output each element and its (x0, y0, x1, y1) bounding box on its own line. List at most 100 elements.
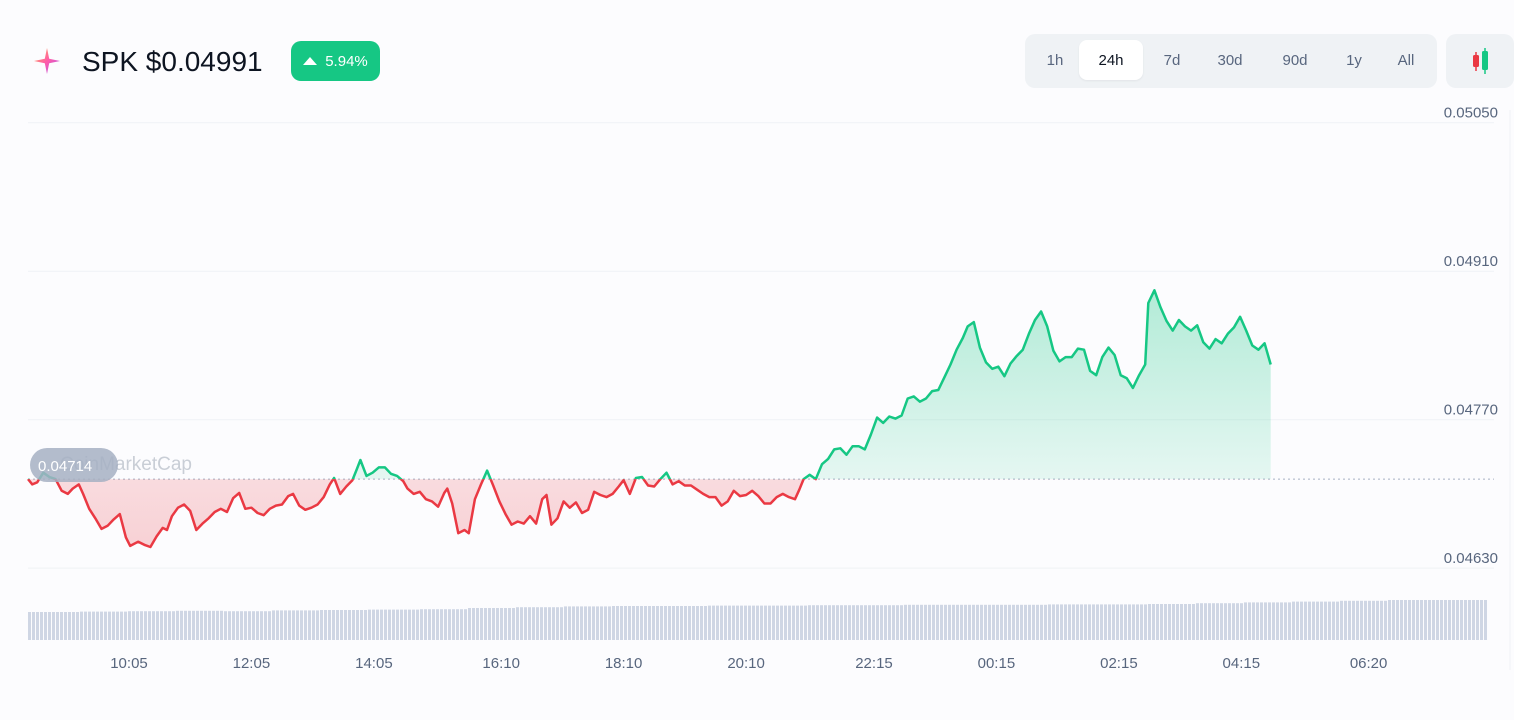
volume-bar (448, 609, 451, 640)
volume-bar (292, 610, 295, 640)
volume-bar (104, 611, 107, 640)
volume-bar (452, 609, 455, 640)
volume-bar (112, 611, 115, 640)
volume-bar (664, 606, 667, 640)
price-change-value: 5.94% (325, 52, 368, 70)
volume-bar (224, 611, 227, 640)
volume-bar (216, 610, 219, 640)
volume-bar (632, 606, 635, 640)
range-30d-button[interactable]: 30d (1217, 51, 1243, 69)
volume-bar (656, 606, 659, 640)
x-tick-label: 16:10 (482, 655, 520, 672)
range-90d-button[interactable]: 90d (1282, 51, 1308, 69)
range-all-button[interactable]: All (1397, 51, 1415, 69)
volume-bar (60, 612, 63, 640)
volume-bar (936, 604, 939, 640)
volume-bar (576, 606, 579, 640)
range-1h-button[interactable]: 1h (1046, 51, 1064, 69)
volume-bar (172, 611, 175, 640)
volume-bar (308, 610, 311, 640)
volume-bar (1140, 604, 1143, 640)
volume-bar (120, 611, 123, 640)
volume-bar (464, 609, 467, 640)
volume-bar (1300, 601, 1303, 640)
volume-bar (1108, 604, 1111, 640)
volume-bar (816, 605, 819, 640)
volume-bar (648, 606, 651, 640)
volume-bar (404, 609, 407, 640)
volume-bar (992, 604, 995, 640)
volume-bar (492, 608, 495, 640)
volume-bar (956, 604, 959, 640)
volume-bar (800, 605, 803, 640)
volume-bar (408, 609, 411, 640)
volume-bar (396, 609, 399, 640)
volume-bar (336, 610, 339, 640)
range-7d-button[interactable]: 7d (1163, 51, 1181, 69)
volume-bar (1440, 600, 1443, 640)
volume-bar (192, 610, 195, 640)
volume-bar (724, 605, 727, 640)
volume-bar (624, 606, 627, 640)
volume-bar (152, 611, 155, 640)
volume-bar (256, 611, 259, 640)
x-axis-labels: 10:05 12:05 14:05 16:10 18:10 20:10 22:15 00:15… (110, 655, 1387, 672)
volume-bar (880, 605, 883, 640)
volume-bar (520, 607, 523, 640)
volume-bar (76, 612, 79, 640)
volume-bar (1340, 600, 1343, 640)
volume-bar (348, 610, 351, 640)
x-tick-label: 12:05 (233, 655, 271, 672)
volume-bar (868, 605, 871, 640)
volume-bar (1116, 604, 1119, 640)
volume-bar (124, 611, 127, 640)
volume-bar (168, 611, 171, 640)
volume-bar (64, 612, 67, 640)
volume-bar (612, 606, 615, 640)
volume-bar (1196, 603, 1199, 640)
volume-bar (1472, 600, 1475, 640)
volume-bar (620, 606, 623, 640)
x-tick-label: 04:15 (1223, 655, 1261, 672)
volume-bar (768, 605, 771, 640)
volume-bar (252, 611, 255, 640)
volume-bar (1396, 600, 1399, 640)
range-1y-button[interactable]: 1y (1346, 51, 1362, 69)
volume-bar (488, 608, 491, 640)
volume-bar (1076, 604, 1079, 640)
volume-bar (560, 607, 563, 640)
volume-bar (476, 608, 479, 640)
range-24h-button[interactable]: 24h (1079, 40, 1143, 80)
volume-bar (264, 611, 267, 640)
volume-bar (436, 609, 439, 640)
volume-bar (864, 605, 867, 640)
volume-bar (100, 611, 103, 640)
volume-bar (188, 610, 191, 640)
volume-bar (248, 611, 251, 640)
chart-type-toggle-button[interactable] (1446, 34, 1514, 88)
volume-bar (1412, 600, 1415, 640)
volume-bar (584, 606, 587, 640)
volume-bar (1452, 600, 1455, 640)
volume-bar (1044, 604, 1047, 640)
volume-bar (1392, 600, 1395, 640)
volume-bar (704, 606, 707, 640)
volume-bar (1156, 604, 1159, 640)
volume-bar (988, 604, 991, 640)
volume-bar (424, 609, 427, 640)
volume-bar (808, 605, 811, 640)
price-area-up (39, 290, 1271, 480)
volume-bar (280, 610, 283, 640)
volume-bar (908, 604, 911, 640)
volume-bar (932, 604, 935, 640)
volume-bar (684, 606, 687, 640)
volume-bar (1484, 600, 1487, 640)
volume-bar (1000, 604, 1003, 640)
volume-bar (1468, 600, 1471, 640)
volume-bar (232, 611, 235, 640)
volume-bar (516, 607, 519, 640)
volume-bar (1216, 603, 1219, 640)
volume-bar (1404, 600, 1407, 640)
volume-bar (900, 605, 903, 640)
